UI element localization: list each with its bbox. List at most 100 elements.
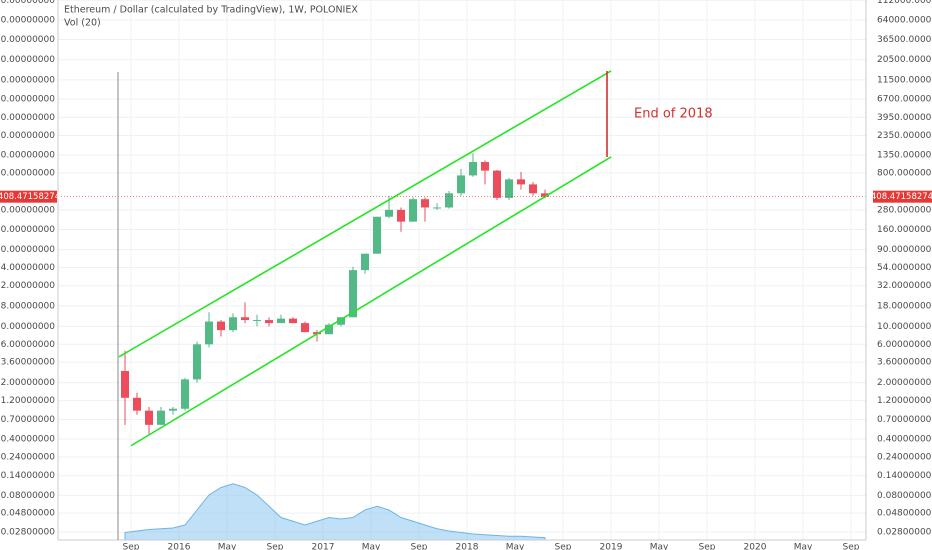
y-tick-label-left: 0.02800000: [1, 528, 56, 538]
y-tick-label-right: 0.40000000: [877, 435, 932, 445]
y-tick-label-right: 6.00000000: [877, 340, 932, 350]
y-tick-label-right: 0.70000000: [877, 415, 932, 425]
x-tick-label: Sep: [267, 543, 284, 550]
y-tick-label-right: 1350.00000000: [877, 150, 932, 160]
last-price-label: 408.47158274: [0, 192, 60, 202]
candle-body: [181, 379, 189, 409]
y-tick-label-right: 3.60000000: [877, 358, 932, 368]
y-tick-label-right: 1.20000000: [877, 396, 932, 406]
candle-body: [145, 410, 153, 425]
y-tick-label-left: 1350.00000000: [0, 150, 55, 160]
y-tick-label-left: 3.60000000: [1, 358, 56, 368]
candle-body: [301, 323, 309, 333]
y-tick-label-left: 2.00000000: [1, 378, 56, 388]
y-tick-label-left: 1.20000000: [1, 396, 56, 406]
y-tick-label-right: 0.08000000: [877, 491, 932, 501]
y-tick-label-right: 64000.00000000: [877, 15, 932, 25]
candle-body: [229, 317, 237, 331]
y-tick-label-left: 6700.00000000: [0, 94, 55, 104]
candle-body: [193, 344, 201, 380]
y-tick-label-left: 0.04800000: [1, 509, 56, 519]
y-tick-label-right: 800.00000000: [877, 169, 932, 179]
x-tick-label: 2016: [168, 543, 191, 550]
y-tick-label-right: 18.00000000: [877, 301, 932, 311]
y-tick-label-left: 0.40000000: [1, 435, 56, 445]
plot: End of 2018: [58, 70, 866, 541]
y-tick-label-right: 160.00000000: [877, 225, 932, 235]
y-tick-label-right: 32.00000000: [877, 281, 932, 291]
y-tick-label-right: 0.02800000: [877, 528, 932, 538]
candle-body: [289, 318, 297, 324]
candle-body: [457, 175, 465, 194]
x-tick-label: 2018: [456, 543, 479, 550]
candle-body: [265, 320, 273, 324]
candle-body: [205, 321, 213, 345]
last-price-label: 408.47158274: [871, 192, 932, 202]
y-tick-label-right: 20500.00000000: [877, 55, 932, 65]
candle-body: [505, 179, 513, 198]
candle-body: [133, 397, 141, 411]
candle-body: [241, 317, 249, 321]
y-tick-label-right: 2350.00000000: [877, 131, 932, 141]
y-tick-label-left: 11500.00000000: [0, 75, 55, 85]
candle-body: [481, 162, 489, 171]
last-price-box: [0, 190, 57, 203]
y-tick-label-left: 2350.00000000: [0, 131, 55, 141]
y-tick-label-right: 54.00000000: [877, 263, 932, 273]
x-tick-label: May: [794, 543, 813, 550]
x-tick-label: Sep: [699, 543, 716, 550]
y-tick-label-right: 36500.00000000: [877, 35, 932, 45]
y-tick-label-right: 6700.00000000: [877, 94, 932, 104]
y-tick-label-left: 0.70000000: [1, 415, 56, 425]
y-tick-label-left: 32.00000000: [0, 281, 55, 291]
x-tick-label: 2019: [600, 543, 623, 550]
y-tick-label-left: 3950.00000000: [0, 113, 55, 123]
chart-title: Ethereum / Dollar (calculated by Trading…: [64, 5, 358, 16]
candle-body: [157, 410, 165, 425]
x-tick-label: Sep: [843, 543, 860, 550]
candle-body: [397, 209, 405, 222]
y-tick-label-left: 0.24000000: [1, 452, 56, 462]
y-tick-label-left: 90.00000000: [0, 245, 55, 255]
y-tick-label-right: 0.14000000: [877, 471, 932, 481]
x-tick-label: May: [506, 543, 525, 550]
candle-body: [421, 199, 429, 208]
candle-body: [385, 209, 393, 217]
y-tick-label-right: 0.04800000: [877, 509, 932, 519]
y-tick-label-right: 0.24000000: [877, 452, 932, 462]
y-tick-label-right: 10.00000000: [877, 322, 932, 332]
candle-body: [169, 408, 177, 411]
y-tick-label-left: 112000.00000000: [0, 0, 55, 6]
y-tick-label-left: 20500.00000000: [0, 55, 55, 65]
trendline: [130, 156, 612, 447]
candle-body: [517, 179, 525, 185]
y-tick-label-right: 90.00000000: [877, 245, 932, 255]
y-tick-label-left: 280.00000000: [0, 205, 55, 215]
candle-body: [433, 207, 441, 209]
candle-body: [469, 162, 477, 176]
y-tick-label-right: 11500.00000000: [877, 75, 932, 85]
y-tick-label-left: 6.00000000: [1, 340, 56, 350]
y-tick-label-left: 10.00000000: [0, 322, 55, 332]
candle-body: [325, 324, 333, 335]
candle-body: [493, 170, 501, 198]
candle-body: [121, 370, 129, 398]
y-tick-label-right: 280.00000000: [877, 205, 932, 215]
x-tick-label: 2017: [312, 543, 335, 550]
y-tick-label-left: 0.08000000: [1, 491, 56, 501]
y-tick-label-right: 3950.00000000: [877, 113, 932, 123]
volume-ma-area: [124, 483, 546, 541]
candle-body: [337, 317, 345, 325]
y-tick-label-left: 160.00000000: [0, 225, 55, 235]
volume-label: Vol (20): [64, 18, 101, 29]
grid: [58, 0, 866, 540]
x-tick-label: 2020: [744, 543, 767, 550]
y-tick-label-right: 112000.00000000: [877, 0, 932, 6]
last-price-box: [873, 190, 932, 203]
y-tick-label-right: 2.00000000: [877, 378, 932, 388]
candle-body: [217, 321, 225, 331]
